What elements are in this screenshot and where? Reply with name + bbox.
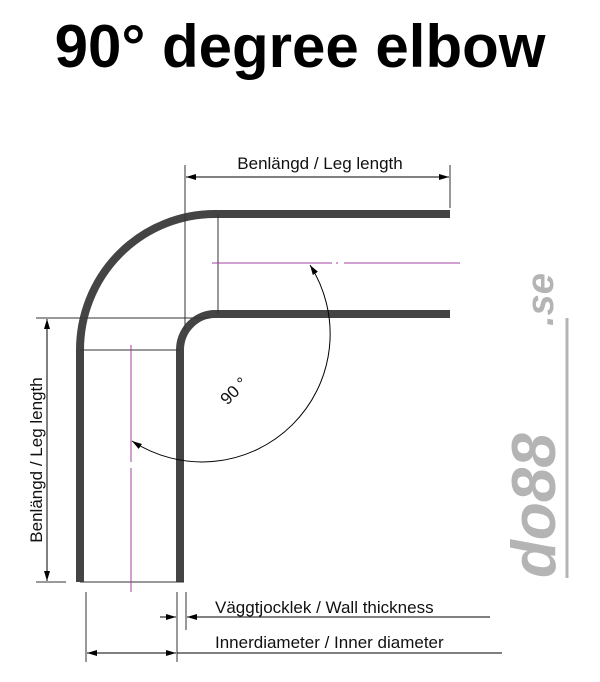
logo-text: do88 — [500, 433, 569, 578]
leg-length-side-label: Benlängd / Leg length — [27, 377, 46, 542]
inner-wall — [176, 310, 450, 582]
wall-thickness-label: Väggtjocklek / Wall thickness — [215, 598, 434, 617]
centerlines — [130, 262, 460, 592]
diagram-title: 90° degree elbow — [54, 13, 546, 80]
angle-label: 90 ° — [217, 374, 252, 409]
tube-outline — [76, 210, 450, 582]
dimension-lines — [44, 174, 502, 656]
logo-suffix: .se — [520, 273, 562, 326]
angle-arc — [131, 264, 331, 463]
outer-wall — [76, 210, 450, 582]
leg-length-top-label: Benlängd / Leg length — [237, 154, 402, 173]
do88-logo: do88 .se — [500, 273, 569, 578]
construction-lines — [36, 165, 451, 662]
inner-diameter-label: Innerdiameter / Inner diameter — [215, 633, 444, 652]
